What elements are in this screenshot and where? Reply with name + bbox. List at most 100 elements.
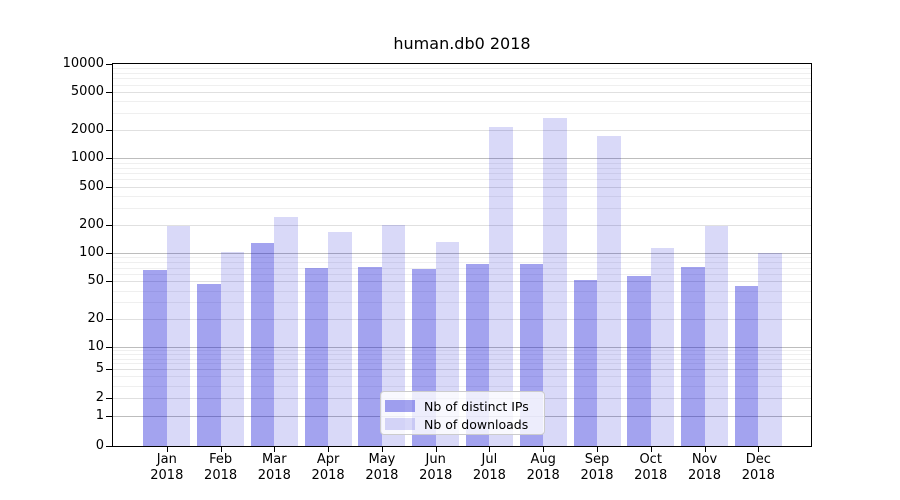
- gridline: [113, 173, 811, 174]
- x-tick-label-month: Jan: [156, 452, 177, 467]
- x-tick-label-month: Apr: [316, 452, 340, 467]
- bar-downloads-aug: [543, 117, 567, 446]
- gridline: [113, 253, 811, 255]
- x-tick-mark: [166, 447, 168, 452]
- gridline: [113, 167, 811, 169]
- x-tick-mark: [274, 447, 276, 452]
- legend: Nb of distinct IPs Nb of downloads: [380, 391, 545, 435]
- gridline: [113, 207, 811, 209]
- x-tick-label-month: Aug: [530, 452, 556, 467]
- y-tick-label: 10: [87, 339, 104, 354]
- bar-downloads-jul: [489, 127, 513, 446]
- y-tick-label: 50: [87, 273, 104, 289]
- bar-distinct-ips-may: [358, 266, 382, 446]
- x-tick-mark: [381, 447, 383, 452]
- gridline: [113, 302, 811, 304]
- x-tick-label-month: Mar: [262, 452, 287, 467]
- x-tick-label-month: Jun: [425, 452, 446, 467]
- legend-label-downloads: Nb of downloads: [424, 416, 529, 432]
- gridline: [113, 262, 811, 264]
- bar-distinct-ips-apr: [304, 268, 329, 446]
- y-tick-label: 2000: [70, 121, 104, 137]
- gridline: [113, 162, 811, 164]
- x-tick-label: Jun 2018: [409, 452, 463, 484]
- x-tick-mark: [597, 447, 598, 452]
- gridline: [113, 350, 811, 352]
- x-tick-label-year: 2018: [311, 468, 345, 483]
- x-tick-mark: [220, 447, 222, 452]
- y-tick-label: 5000: [70, 84, 104, 99]
- legend-swatch-distinct-ips: [385, 400, 415, 412]
- bar-distinct-ips-mar: [250, 242, 275, 446]
- x-tick-label-year: 2018: [204, 468, 238, 483]
- bar-downloads-sep: [597, 135, 621, 446]
- x-tick-label-month: May: [368, 452, 396, 467]
- gridline: [113, 78, 811, 80]
- gridline: [113, 101, 811, 103]
- x-tick-mark: [650, 447, 652, 452]
- gridline: [113, 318, 811, 320]
- y-tick-mark: [106, 319, 112, 320]
- y-tick-label: 0: [95, 438, 104, 453]
- gridline: [113, 354, 811, 356]
- x-tick-mark: [543, 447, 545, 452]
- y-tick-mark: [106, 369, 112, 370]
- bar-downloads-apr: [328, 231, 352, 446]
- y-tick-mark: [106, 187, 112, 188]
- y-tick-mark: [106, 225, 112, 226]
- y-tick-mark: [106, 446, 112, 447]
- gridline: [113, 72, 811, 74]
- x-tick-label-month: Oct: [639, 452, 662, 467]
- legend-item-distinct-ips: Nb of distinct IPs: [385, 398, 544, 414]
- bar-distinct-ips-feb: [197, 283, 221, 446]
- x-tick-label-year: 2018: [526, 468, 560, 483]
- gridline: [113, 129, 811, 131]
- gridline: [113, 358, 811, 360]
- x-tick-label-year: 2018: [741, 468, 775, 483]
- gridline: [113, 84, 811, 86]
- x-tick-label: Feb 2018: [194, 452, 248, 484]
- x-tick-label-year: 2018: [634, 468, 668, 483]
- y-tick-mark: [106, 158, 112, 159]
- gridline: [113, 369, 811, 371]
- x-tick-mark: [489, 447, 491, 452]
- x-tick-label-year: 2018: [365, 468, 399, 483]
- gridline: [113, 113, 811, 115]
- y-tick-mark: [106, 347, 112, 348]
- x-tick-mark: [328, 447, 330, 452]
- y-tick-label: 20: [87, 310, 104, 326]
- y-tick-mark: [106, 130, 112, 131]
- x-tick-label-month: Sep: [584, 452, 610, 467]
- bar-distinct-ips-oct: [627, 276, 651, 446]
- bar-downloads-oct: [650, 247, 675, 446]
- legend-item-downloads: Nb of downloads: [385, 416, 544, 432]
- x-tick-label-month: Nov: [691, 452, 718, 467]
- gridline: [113, 273, 811, 275]
- x-tick-label-year: 2018: [580, 468, 614, 483]
- bar-downloads-jan: [166, 226, 191, 446]
- x-tick-label-year: 2018: [419, 468, 453, 483]
- x-tick-label: Aug 2018: [516, 452, 570, 484]
- x-tick-label: Jan 2018: [140, 452, 194, 484]
- y-tick-mark: [106, 92, 112, 93]
- gridline: [113, 186, 811, 188]
- x-tick-mark: [704, 447, 706, 452]
- bar-downloads-may: [381, 225, 406, 446]
- y-tick-label: 100: [79, 245, 104, 261]
- gridline: [113, 179, 811, 181]
- x-tick-mark: [758, 447, 760, 452]
- x-tick-label: Nov 2018: [678, 452, 732, 484]
- y-tick-label: 500: [79, 178, 104, 194]
- y-tick-label: 2: [95, 390, 104, 406]
- y-tick-label: 5: [95, 361, 104, 377]
- x-tick-label: Dec 2018: [731, 452, 785, 484]
- bar-downloads-feb: [220, 252, 245, 446]
- bar-downloads-dec: [758, 252, 782, 446]
- bar-downloads-nov: [704, 225, 728, 446]
- y-tick-label: 10000: [62, 55, 104, 71]
- x-tick-label-month: Feb: [209, 452, 233, 467]
- gridline: [113, 257, 811, 259]
- y-tick-label: 200: [79, 216, 104, 232]
- gridline: [113, 290, 811, 292]
